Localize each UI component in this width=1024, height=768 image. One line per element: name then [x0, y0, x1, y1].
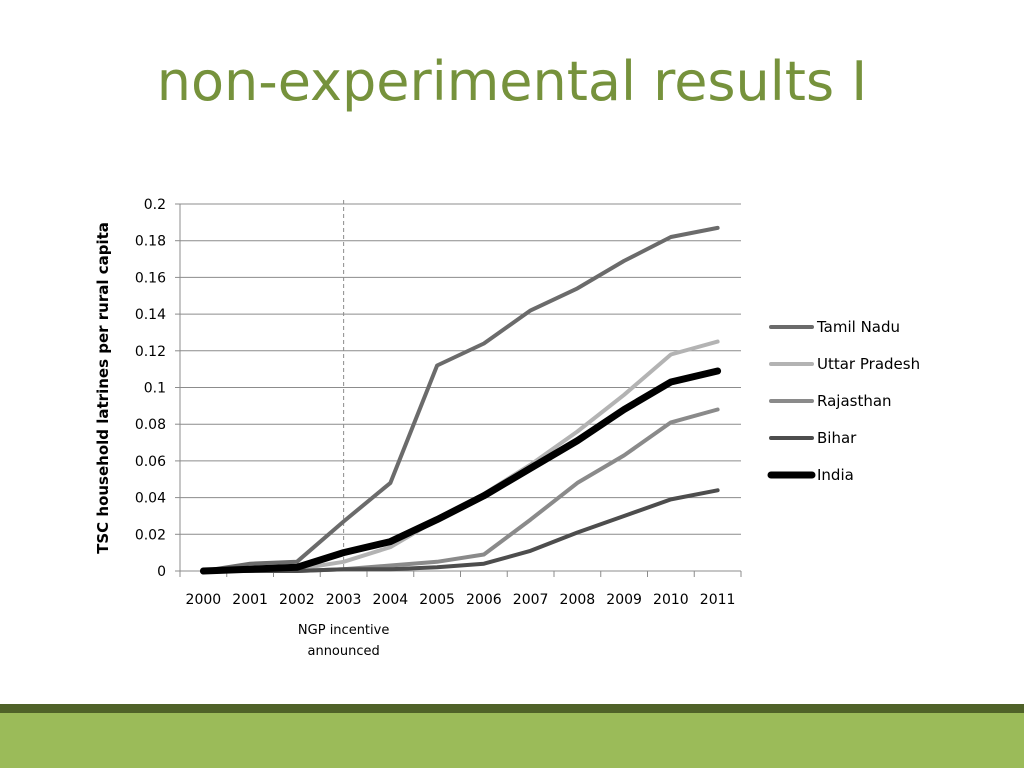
y-tick-label: 0.14: [135, 307, 166, 323]
legend-label-rajasthan: Rajasthan: [817, 392, 892, 410]
y-tick-label: 0.08: [135, 417, 166, 433]
y-tick-label: 0.12: [135, 344, 166, 360]
footer-band-dark: [0, 704, 1024, 713]
legend-label-uttar-pradesh: Uttar Pradesh: [817, 355, 920, 373]
chart-legend: Tamil Nadu Uttar Pradesh Rajasthan Bihar Ind…: [767, 318, 920, 484]
y-tick-label: 0.2: [144, 197, 166, 213]
series-line-tamil-nadu: [201, 225, 720, 573]
x-tick-label: 2000: [186, 592, 222, 608]
y-tick-label: 0.1: [144, 381, 166, 397]
x-tick-label: 2005: [419, 592, 455, 608]
series-line-india: [199, 367, 722, 575]
y-axis-label: TSC household latrines per rural capita: [94, 222, 112, 554]
legend-label-bihar: Bihar: [817, 429, 857, 447]
y-tick-label: 0.18: [135, 234, 166, 250]
y-tick-label: 0.16: [135, 270, 166, 286]
legend-label-tamil-nadu: Tamil Nadu: [816, 318, 900, 336]
x-tick-label: 2001: [232, 592, 268, 608]
slide-title: non-experimental results I: [156, 50, 868, 113]
x-tick-label: 2009: [606, 592, 642, 608]
chart-axes: 0 0.02 0.04 0.06 0.08 0.1 0.12 0.14 0.16 0.18 0.2 2…: [135, 197, 742, 608]
y-tick-label: 0.02: [135, 527, 166, 543]
annotation-label-line1: NGP incentive: [298, 623, 389, 638]
series-line-rajasthan: [201, 407, 720, 573]
x-tick-label: 2011: [700, 592, 736, 608]
chart-gridlines: [180, 203, 741, 535]
series-line-uttar-pradesh: [201, 339, 720, 573]
y-tick-label: 0.06: [135, 454, 166, 470]
x-tick-label: 2002: [279, 592, 315, 608]
x-tick-label: 2007: [513, 592, 549, 608]
y-tick-label: 0: [157, 564, 166, 580]
x-tick-label: 2006: [466, 592, 502, 608]
chart-series: [199, 225, 722, 575]
x-tick-label: 2004: [373, 592, 409, 608]
y-tick-label: 0.04: [135, 491, 166, 507]
annotation-label-line2: announced: [307, 644, 379, 659]
x-tick-label: 2010: [653, 592, 689, 608]
legend-label-india: India: [817, 466, 854, 484]
x-tick-label: 2008: [560, 592, 596, 608]
chart-annotation: NGP incentive announced: [298, 200, 389, 659]
x-tick-label: 2003: [326, 592, 362, 608]
footer-band-light: [0, 713, 1024, 768]
